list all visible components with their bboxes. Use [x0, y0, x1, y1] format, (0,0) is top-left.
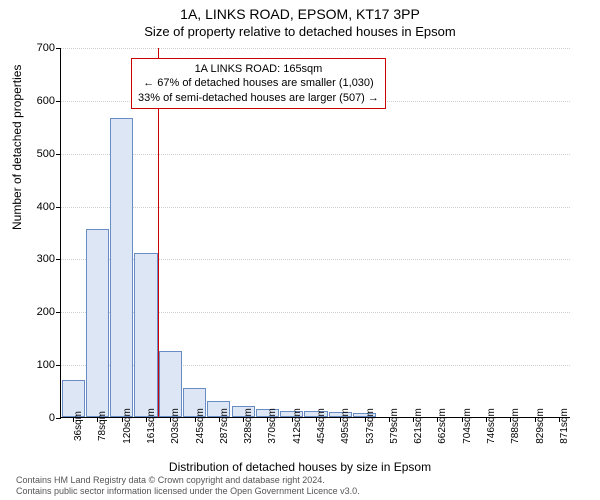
plot-region: 010020030040050060070036sqm78sqm120sqm16… — [60, 48, 570, 418]
xtick-label: 120sqm — [122, 408, 133, 444]
xtick-label: 704sqm — [462, 408, 473, 444]
chart-area: 010020030040050060070036sqm78sqm120sqm16… — [60, 48, 570, 418]
gridline — [61, 207, 570, 208]
xtick-label: 245sqm — [195, 408, 206, 444]
ytick-label: 700 — [15, 42, 55, 54]
xtick-label: 36sqm — [73, 411, 84, 441]
ytick-mark — [56, 207, 61, 208]
histogram-bar — [86, 229, 109, 417]
page-title: 1A, LINKS ROAD, EPSOM, KT17 3PP — [0, 0, 600, 22]
gridline — [61, 154, 570, 155]
footer-line-2: Contains public sector information licen… — [16, 486, 360, 498]
histogram-bar — [159, 351, 182, 417]
xtick-label: 454sqm — [316, 408, 327, 444]
xtick-label: 621sqm — [413, 408, 424, 444]
ytick-mark — [56, 154, 61, 155]
ytick-label: 300 — [15, 253, 55, 265]
xtick-label: 161sqm — [146, 408, 157, 444]
ytick-mark — [56, 365, 61, 366]
ytick-label: 0 — [15, 412, 55, 424]
xtick-label: 829sqm — [535, 408, 546, 444]
ytick-label: 600 — [15, 95, 55, 107]
xtick-label: 746sqm — [486, 408, 497, 444]
xtick-label: 203sqm — [170, 408, 181, 444]
xtick-label: 412sqm — [292, 408, 303, 444]
histogram-bar — [134, 253, 157, 417]
histogram-bar — [110, 118, 133, 417]
ytick-mark — [56, 48, 61, 49]
xtick-label: 328sqm — [243, 408, 254, 444]
footer-line-1: Contains HM Land Registry data © Crown c… — [16, 475, 360, 487]
page-subtitle: Size of property relative to detached ho… — [0, 22, 600, 39]
xtick-label: 662sqm — [437, 408, 448, 444]
xtick-label: 871sqm — [559, 408, 570, 444]
ytick-mark — [56, 259, 61, 260]
ytick-mark — [56, 312, 61, 313]
ytick-label: 100 — [15, 359, 55, 371]
ytick-mark — [56, 418, 61, 419]
callout-box: 1A LINKS ROAD: 165sqm← 67% of detached h… — [131, 58, 386, 109]
callout-line: ← 67% of detached houses are smaller (1,… — [138, 76, 379, 90]
ytick-label: 500 — [15, 148, 55, 160]
xtick-label: 579sqm — [389, 408, 400, 444]
ytick-mark — [56, 101, 61, 102]
xtick-label: 788sqm — [510, 408, 521, 444]
xtick-label: 495sqm — [340, 408, 351, 444]
callout-line: 1A LINKS ROAD: 165sqm — [138, 62, 379, 76]
footer-attribution: Contains HM Land Registry data © Crown c… — [16, 475, 360, 498]
xtick-label: 287sqm — [219, 408, 230, 444]
xtick-label: 370sqm — [267, 408, 278, 444]
ytick-label: 400 — [15, 201, 55, 213]
xtick-label: 537sqm — [365, 408, 376, 444]
ytick-label: 200 — [15, 306, 55, 318]
x-axis-label: Distribution of detached houses by size … — [0, 460, 600, 474]
gridline — [61, 48, 570, 49]
xtick-label: 78sqm — [97, 411, 108, 441]
callout-line: 33% of semi-detached houses are larger (… — [138, 91, 379, 105]
